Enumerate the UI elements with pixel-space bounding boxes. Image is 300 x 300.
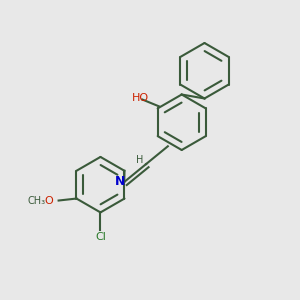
Text: Cl: Cl — [95, 232, 106, 242]
Text: O: O — [44, 196, 53, 206]
Text: H: H — [136, 155, 144, 165]
Text: CH₃: CH₃ — [28, 196, 46, 206]
Text: HO: HO — [132, 94, 149, 103]
Text: N: N — [115, 176, 125, 188]
